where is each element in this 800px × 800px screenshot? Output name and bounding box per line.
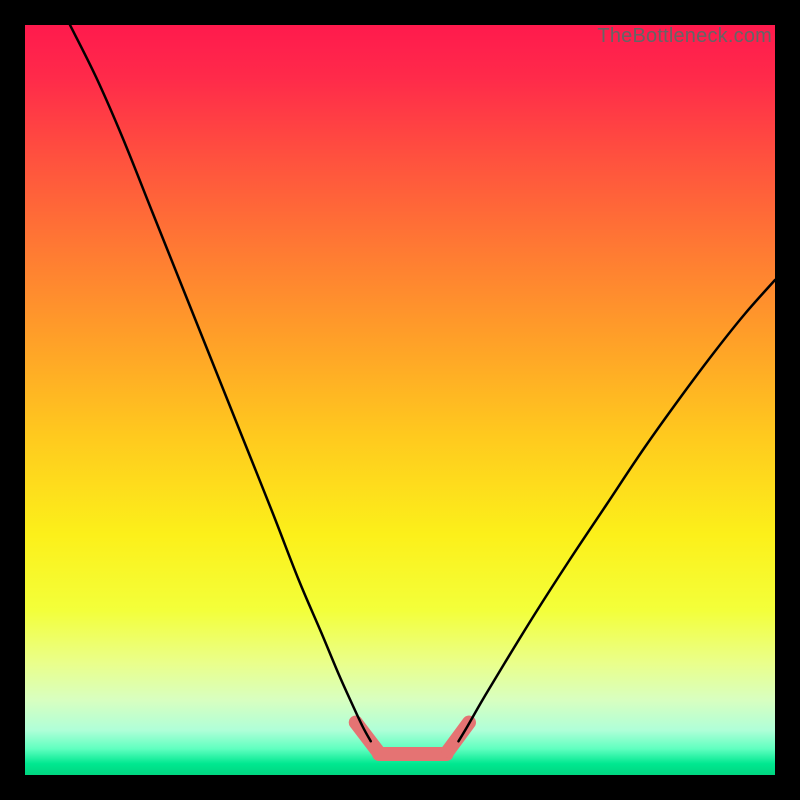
curve-layer (25, 25, 775, 775)
right-curve (459, 280, 776, 741)
chart-outer-frame: TheBottleneck.com (0, 0, 800, 800)
bottom-accent-segment (356, 723, 469, 755)
watermark-text: TheBottleneck.com (597, 25, 772, 48)
chart-plot-area (25, 25, 775, 775)
left-curve (70, 25, 371, 741)
